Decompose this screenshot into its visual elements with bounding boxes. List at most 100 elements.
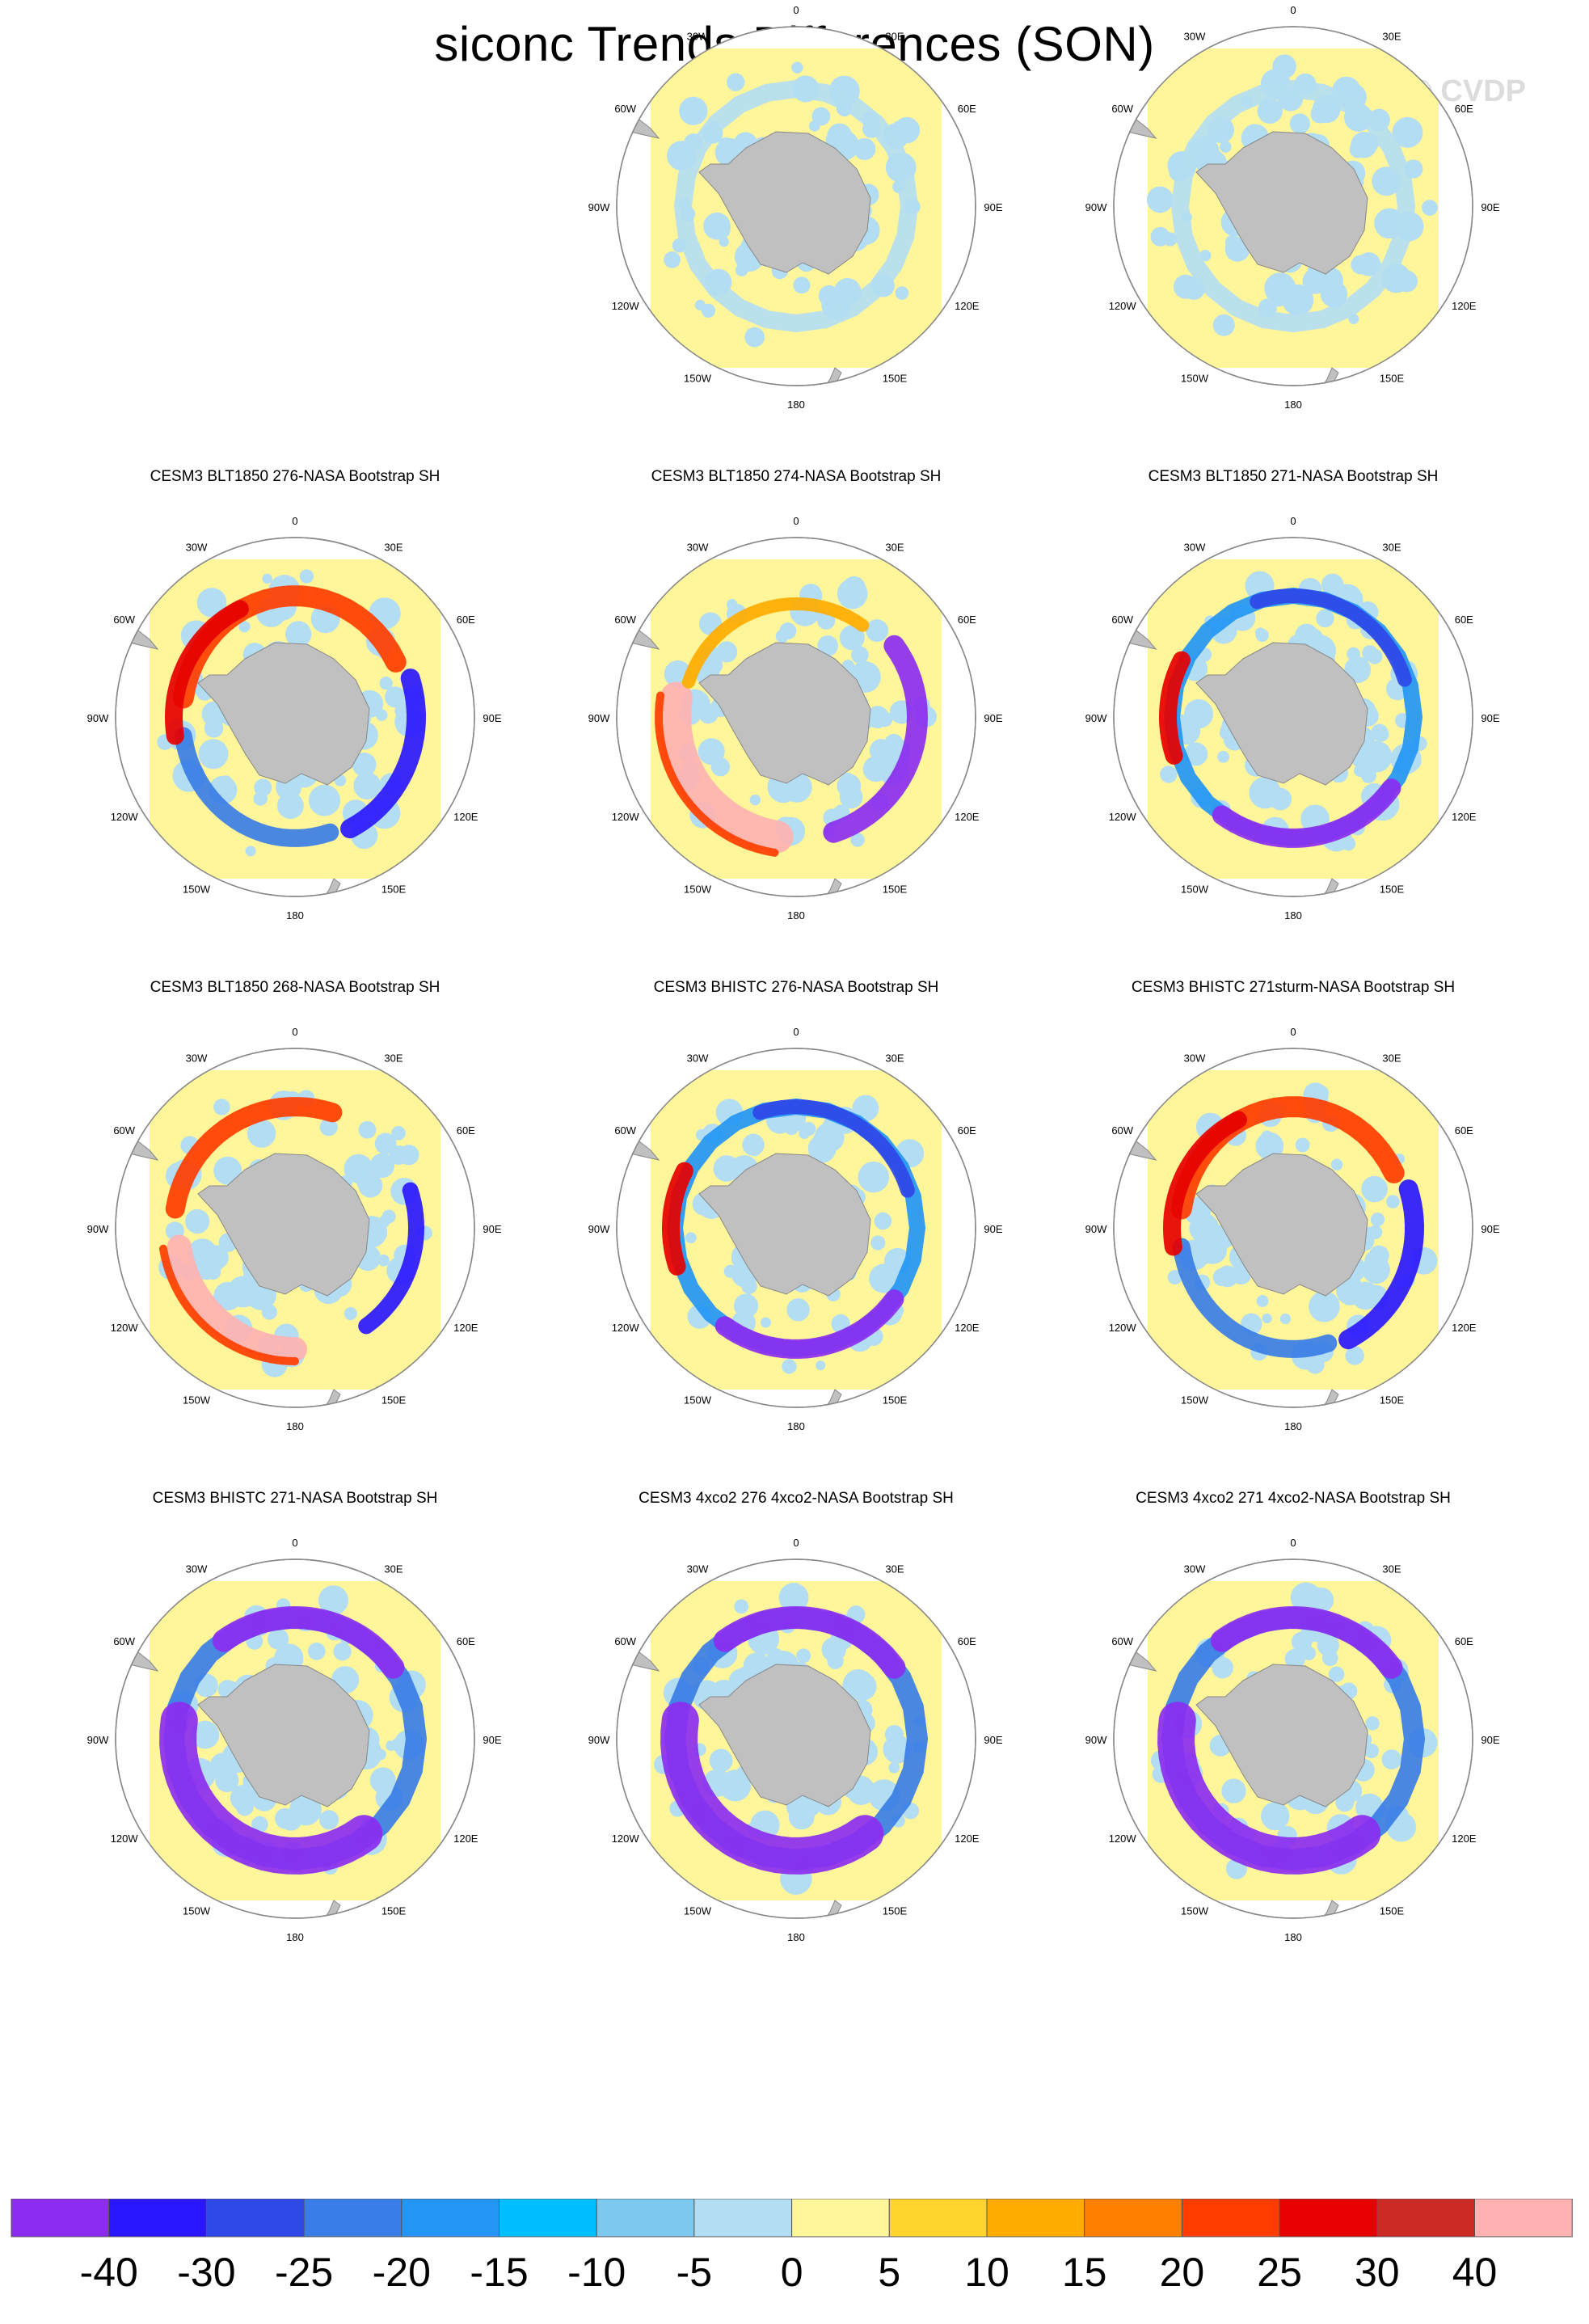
colorbar-tick-label: 40 xyxy=(1452,2250,1498,2295)
anomaly-cell xyxy=(336,1668,354,1685)
colorbar-tick-label: 5 xyxy=(878,2250,900,2295)
longitude-label: 60W xyxy=(1111,614,1133,626)
longitude-label: 120W xyxy=(1109,1322,1137,1334)
longitude-label: 90W xyxy=(1085,1734,1107,1746)
anomaly-cell xyxy=(1220,727,1233,740)
longitude-label: 120W xyxy=(1109,1833,1137,1845)
map-panel: CESM3 BLT1850 274-NASA Bootstrap SH 0 30E 6… xyxy=(588,468,1003,922)
antarctica-land xyxy=(698,131,871,275)
longitude-label: 90W xyxy=(87,712,109,724)
map-panel: CESM3 BHISTC 276-NASA Bootstrap SH 0 30E 60… xyxy=(588,979,1003,1432)
colorbar-tick-label: 20 xyxy=(1160,2250,1205,2295)
longitude-label: 150E xyxy=(381,1904,407,1917)
anomaly-cell xyxy=(1220,141,1232,153)
anomaly-cell xyxy=(204,1245,229,1270)
longitude-label: 150W xyxy=(183,883,211,895)
anomaly-cell xyxy=(664,251,681,268)
anomaly-cell xyxy=(1381,1749,1402,1769)
colorbar-tick-label: -15 xyxy=(470,2250,528,2295)
colorbar-swatch xyxy=(1279,2199,1378,2238)
anomaly-cell xyxy=(319,1118,338,1137)
polar-boundary-outline xyxy=(616,537,976,897)
anomaly-cell xyxy=(1364,1743,1380,1759)
anomaly-cell xyxy=(1422,200,1438,216)
longitude-label: 120E xyxy=(1452,811,1477,823)
anomaly-cell xyxy=(685,1232,697,1244)
anomaly-cell xyxy=(1150,226,1170,247)
longitude-label: 120E xyxy=(1452,1833,1477,1845)
anomaly-cell xyxy=(726,599,738,610)
longitude-label: 180 xyxy=(787,1420,805,1432)
colorbar-swatch xyxy=(499,2199,597,2238)
longitude-label: 60E xyxy=(1455,1635,1473,1647)
map-panel: CESM3 BLT1850 271-NASA Bootstrap SH 0 30E 6… xyxy=(1085,468,1500,922)
panel-title: CESM3 BHISTC 271-NASA Bootstrap SH xyxy=(153,1490,438,1507)
longitude-label: 90E xyxy=(984,201,1002,213)
anomaly-cell xyxy=(1335,1793,1355,1812)
anomaly-cell xyxy=(778,1583,809,1613)
anomaly-cell xyxy=(1256,1295,1269,1308)
anomaly-cell xyxy=(1284,1648,1305,1669)
anomaly-cell xyxy=(817,635,839,656)
longitude-label: 90E xyxy=(984,712,1002,724)
anomaly-band xyxy=(1212,778,1401,848)
longitude-label: 120W xyxy=(1109,300,1137,312)
anomaly-cell xyxy=(1330,1158,1343,1170)
longitude-label: 60W xyxy=(113,1124,135,1137)
longitude-label: 60E xyxy=(958,103,976,115)
anomaly-cell xyxy=(854,137,876,161)
anomaly-cell xyxy=(314,614,333,632)
anomaly-cell xyxy=(251,1816,268,1833)
longitude-label: 120E xyxy=(955,300,980,312)
anomaly-band xyxy=(673,79,918,333)
longitude-label: 120E xyxy=(955,811,980,823)
colorbar-tick-label: -10 xyxy=(567,2250,626,2295)
longitude-label: 90W xyxy=(1085,1223,1107,1235)
longitude-label: 60W xyxy=(1111,103,1133,115)
longitude-label: 30E xyxy=(885,1052,904,1065)
anomaly-band xyxy=(655,691,779,857)
longitude-label: 150W xyxy=(183,1904,211,1917)
longitude-label: 180 xyxy=(286,909,304,922)
longitude-label: 30E xyxy=(384,542,403,554)
anomaly-cell xyxy=(1321,573,1344,597)
antarctica-land xyxy=(197,1664,370,1807)
longitude-label: 60E xyxy=(958,614,976,626)
longitude-label: 30W xyxy=(186,1052,208,1065)
anomaly-cell xyxy=(385,686,407,708)
anomaly-cell xyxy=(1364,1250,1388,1273)
anomaly-cell xyxy=(1365,1716,1380,1731)
colorbar-tick-label: 0 xyxy=(781,2250,803,2295)
longitude-label: 30W xyxy=(687,542,709,554)
anomaly-cell xyxy=(870,1235,886,1251)
anomaly-cell xyxy=(1184,742,1208,766)
panel-title: CESM3 BHISTC 271sturm-NASA Bootstrap SH xyxy=(1132,979,1455,996)
anomaly-cell xyxy=(1183,699,1214,729)
anomaly-cell xyxy=(267,1628,289,1650)
longitude-label: 30W xyxy=(1184,1563,1206,1575)
longitude-label: 150W xyxy=(684,1394,712,1406)
longitude-label: 30W xyxy=(687,1563,709,1575)
longitude-label: 150W xyxy=(1181,883,1209,895)
anomaly-cell xyxy=(262,573,272,584)
anomaly-cell xyxy=(842,1668,875,1701)
antarctica-land xyxy=(1195,1153,1368,1297)
anomaly-cell xyxy=(839,785,863,809)
anomaly-cell xyxy=(839,625,865,651)
colorbar-swatch xyxy=(888,2199,988,2238)
anomaly-cell xyxy=(895,286,909,300)
anomaly-cell xyxy=(884,733,904,753)
anomaly-cell xyxy=(825,131,844,150)
anomaly-cell xyxy=(734,1599,749,1614)
anomaly-cell xyxy=(866,619,889,643)
anomaly-cell xyxy=(1269,787,1292,811)
anomaly-cell xyxy=(821,1637,846,1662)
data-field xyxy=(1114,49,1439,386)
anomaly-cell xyxy=(719,236,729,247)
longitude-label: 0 xyxy=(793,1537,799,1549)
map-panel: CESM3 BHISTC 271sturm-NASA Bootstrap SH 0… xyxy=(1085,979,1500,1432)
polar-boundary-outline xyxy=(115,1558,475,1919)
antarctica-land xyxy=(1195,131,1368,275)
longitude-label: 90E xyxy=(483,1734,501,1746)
anomaly-cell xyxy=(386,1740,396,1751)
